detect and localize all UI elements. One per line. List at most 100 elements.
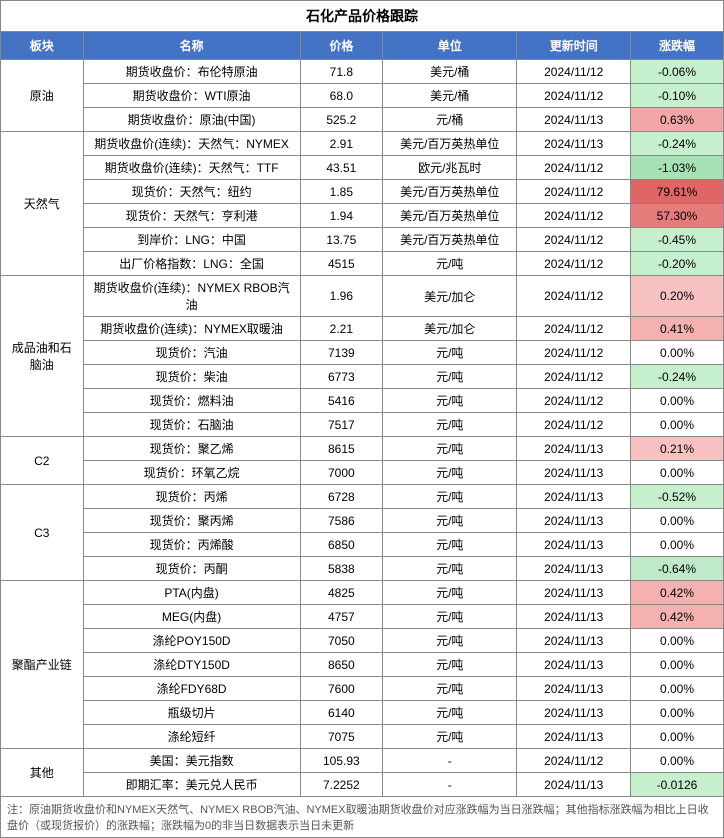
unit-cell: 欧元/兆瓦时 bbox=[383, 156, 517, 180]
name-cell: 期货收盘价(连续)：NYMEX RBOB汽油 bbox=[83, 276, 300, 317]
name-cell: PTA(内盘) bbox=[83, 581, 300, 605]
price-cell: 4515 bbox=[300, 252, 383, 276]
sector-cell: 其他 bbox=[1, 749, 84, 797]
price-cell: 105.93 bbox=[300, 749, 383, 773]
change-cell: -0.0126 bbox=[631, 773, 724, 797]
price-cell: 7600 bbox=[300, 677, 383, 701]
price-cell: 5838 bbox=[300, 557, 383, 581]
table-row: 现货价：石脑油7517元/吨2024/11/120.00% bbox=[1, 413, 724, 437]
footnote-text: 注：原油期货收盘价和NYMEX天然气、NYMEX RBOB汽油、NYMEX取暖油… bbox=[1, 797, 724, 838]
date-cell: 2024/11/12 bbox=[517, 413, 631, 437]
unit-cell: 美元/桶 bbox=[383, 60, 517, 84]
price-cell: 68.0 bbox=[300, 84, 383, 108]
change-cell: -0.64% bbox=[631, 557, 724, 581]
unit-cell: 美元/加仑 bbox=[383, 276, 517, 317]
unit-cell: 元/吨 bbox=[383, 485, 517, 509]
table-row: 期货收盘价：原油(中国)525.2元/桶2024/11/130.63% bbox=[1, 108, 724, 132]
price-cell: 1.94 bbox=[300, 204, 383, 228]
unit-cell: 元/吨 bbox=[383, 653, 517, 677]
table-row: C3现货价：丙烯6728元/吨2024/11/13-0.52% bbox=[1, 485, 724, 509]
sector-cell: 成品油和石脑油 bbox=[1, 276, 84, 437]
change-cell: 79.61% bbox=[631, 180, 724, 204]
unit-cell: 美元/百万英热单位 bbox=[383, 132, 517, 156]
sector-cell: C2 bbox=[1, 437, 84, 485]
change-cell: -1.03% bbox=[631, 156, 724, 180]
date-cell: 2024/11/13 bbox=[517, 461, 631, 485]
change-cell: -0.52% bbox=[631, 485, 724, 509]
price-cell: 2.91 bbox=[300, 132, 383, 156]
price-cell: 5416 bbox=[300, 389, 383, 413]
price-cell: 2.21 bbox=[300, 317, 383, 341]
change-cell: -0.20% bbox=[631, 252, 724, 276]
sector-cell: 天然气 bbox=[1, 132, 84, 276]
date-cell: 2024/11/12 bbox=[517, 204, 631, 228]
date-cell: 2024/11/13 bbox=[517, 653, 631, 677]
header-row: 板块名称价格单位更新时间涨跌幅 bbox=[1, 32, 724, 60]
col-header-4: 更新时间 bbox=[517, 32, 631, 60]
date-cell: 2024/11/13 bbox=[517, 773, 631, 797]
name-cell: 涤纶FDY68D bbox=[83, 677, 300, 701]
unit-cell: 美元/百万英热单位 bbox=[383, 204, 517, 228]
date-cell: 2024/11/13 bbox=[517, 725, 631, 749]
price-cell: 8615 bbox=[300, 437, 383, 461]
unit-cell: 元/桶 bbox=[383, 108, 517, 132]
price-cell: 4825 bbox=[300, 581, 383, 605]
change-cell: 0.41% bbox=[631, 317, 724, 341]
change-cell: 0.00% bbox=[631, 701, 724, 725]
price-cell: 1.96 bbox=[300, 276, 383, 317]
table-title: 石化产品价格跟踪 bbox=[1, 1, 724, 32]
table-row: 期货收盘价(连续)：天然气：TTF43.51欧元/兆瓦时2024/11/12-1… bbox=[1, 156, 724, 180]
col-header-2: 价格 bbox=[300, 32, 383, 60]
price-cell: 4757 bbox=[300, 605, 383, 629]
name-cell: 现货价：丙烯 bbox=[83, 485, 300, 509]
change-cell: 0.00% bbox=[631, 653, 724, 677]
unit-cell: 元/吨 bbox=[383, 725, 517, 749]
change-cell: 0.42% bbox=[631, 581, 724, 605]
table-row: 原油期货收盘价：布伦特原油71.8美元/桶2024/11/12-0.06% bbox=[1, 60, 724, 84]
table-row: 现货价：丙烯酸6850元/吨2024/11/130.00% bbox=[1, 533, 724, 557]
price-cell: 7075 bbox=[300, 725, 383, 749]
change-cell: 0.00% bbox=[631, 509, 724, 533]
price-cell: 7050 bbox=[300, 629, 383, 653]
col-header-3: 单位 bbox=[383, 32, 517, 60]
table-row: MEG(内盘)4757元/吨2024/11/130.42% bbox=[1, 605, 724, 629]
date-cell: 2024/11/12 bbox=[517, 60, 631, 84]
date-cell: 2024/11/13 bbox=[517, 605, 631, 629]
date-cell: 2024/11/13 bbox=[517, 132, 631, 156]
price-cell: 6140 bbox=[300, 701, 383, 725]
change-cell: 0.63% bbox=[631, 108, 724, 132]
date-cell: 2024/11/13 bbox=[517, 437, 631, 461]
date-cell: 2024/11/12 bbox=[517, 389, 631, 413]
unit-cell: 美元/桶 bbox=[383, 84, 517, 108]
name-cell: 涤纶短纤 bbox=[83, 725, 300, 749]
date-cell: 2024/11/12 bbox=[517, 276, 631, 317]
unit-cell: 美元/加仑 bbox=[383, 317, 517, 341]
price-cell: 6850 bbox=[300, 533, 383, 557]
unit-cell: 元/吨 bbox=[383, 677, 517, 701]
price-cell: 71.8 bbox=[300, 60, 383, 84]
change-cell: -0.24% bbox=[631, 365, 724, 389]
name-cell: 现货价：天然气：纽约 bbox=[83, 180, 300, 204]
change-cell: 0.00% bbox=[631, 341, 724, 365]
table-row: 到岸价：LNG：中国13.75美元/百万英热单位2024/11/12-0.45% bbox=[1, 228, 724, 252]
name-cell: 现货价：汽油 bbox=[83, 341, 300, 365]
unit-cell: 元/吨 bbox=[383, 365, 517, 389]
unit-cell: 元/吨 bbox=[383, 581, 517, 605]
name-cell: MEG(内盘) bbox=[83, 605, 300, 629]
date-cell: 2024/11/12 bbox=[517, 749, 631, 773]
change-cell: 0.00% bbox=[631, 389, 724, 413]
table-row: 其他美国：美元指数105.93-2024/11/120.00% bbox=[1, 749, 724, 773]
title-row: 石化产品价格跟踪 bbox=[1, 1, 724, 32]
name-cell: 现货价：聚乙烯 bbox=[83, 437, 300, 461]
unit-cell: - bbox=[383, 749, 517, 773]
petrochemical-price-table: 石化产品价格跟踪 板块名称价格单位更新时间涨跌幅 原油期货收盘价：布伦特原油71… bbox=[0, 0, 724, 838]
footnote-row: 注：原油期货收盘价和NYMEX天然气、NYMEX RBOB汽油、NYMEX取暖油… bbox=[1, 797, 724, 838]
date-cell: 2024/11/12 bbox=[517, 156, 631, 180]
unit-cell: 元/吨 bbox=[383, 437, 517, 461]
unit-cell: 元/吨 bbox=[383, 557, 517, 581]
date-cell: 2024/11/12 bbox=[517, 180, 631, 204]
date-cell: 2024/11/12 bbox=[517, 365, 631, 389]
table-row: 涤纶短纤7075元/吨2024/11/130.00% bbox=[1, 725, 724, 749]
unit-cell: 元/吨 bbox=[383, 389, 517, 413]
price-cell: 8650 bbox=[300, 653, 383, 677]
